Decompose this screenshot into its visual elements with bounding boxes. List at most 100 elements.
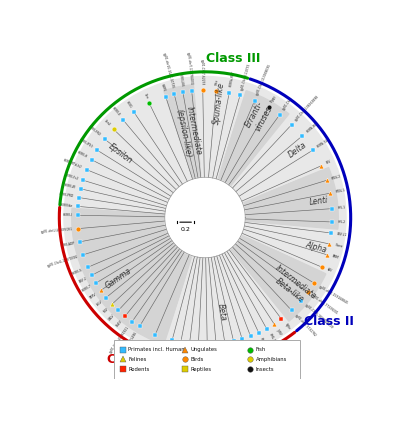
Text: HML-3: HML-3 (242, 344, 248, 354)
Text: HERV-PRD: HERV-PRD (59, 192, 74, 199)
Text: HERN-74: HERN-74 (316, 139, 330, 149)
Text: HERV-RTVLh2: HERV-RTVLh2 (63, 159, 83, 170)
Text: gg01-Chr20-10735: gg01-Chr20-10735 (240, 62, 251, 90)
Text: gg01-chr7-5732782: gg01-chr7-5732782 (294, 313, 317, 338)
Text: Xen: Xen (142, 92, 149, 99)
Wedge shape (164, 85, 202, 179)
Text: BaEV: BaEV (115, 319, 123, 328)
Text: Erranti-
viruses: Erranti- viruses (244, 99, 274, 133)
Text: HERV.L66: HERV.L66 (178, 73, 184, 87)
Text: ALV: ALV (326, 268, 333, 273)
Text: HERV-H: HERV-H (76, 150, 88, 159)
Text: 0.2: 0.2 (181, 226, 190, 232)
Circle shape (64, 77, 346, 358)
Wedge shape (196, 84, 244, 179)
Text: Spuma-like: Spuma-like (212, 82, 226, 125)
Text: gg01-Chr4-138963898: gg01-Chr4-138963898 (294, 94, 320, 122)
Text: gg01-chrU-49895081: gg01-chrU-49895081 (40, 227, 73, 234)
Text: gg01-Chr5-113938095: gg01-Chr5-113938095 (255, 63, 272, 96)
Text: HTLV-1: HTLV-1 (335, 188, 346, 194)
Text: HTLV-2: HTLV-2 (331, 174, 342, 181)
Text: gg01-ChrU-12970392: gg01-ChrU-12970392 (46, 254, 79, 268)
Text: HERVlike: HERVlike (60, 203, 73, 208)
Text: Dr-Tyr2: Dr-Tyr2 (251, 341, 258, 352)
Text: HIV-2: HIV-2 (338, 220, 346, 225)
Text: HERV-S: HERV-S (72, 268, 84, 276)
Text: ERV-L1: ERV-L1 (336, 232, 347, 237)
Circle shape (165, 177, 245, 258)
Text: Class I: Class I (107, 354, 152, 366)
Text: EMM: EMM (331, 254, 339, 260)
Text: HERV-Fc2: HERV-Fc2 (64, 173, 79, 181)
Text: Visna: Visna (334, 243, 343, 249)
Text: HERN-80: HERN-80 (305, 122, 318, 134)
Text: gg01-Chr6-43481921: gg01-Chr6-43481921 (109, 325, 130, 354)
Text: HERV-ADP: HERV-ADP (60, 241, 75, 248)
Text: gg01-Chr10-41715496: gg01-Chr10-41715496 (117, 330, 138, 361)
Text: Rodents: Rodents (128, 367, 150, 372)
Wedge shape (242, 222, 338, 272)
Text: HE81: HE81 (125, 100, 132, 109)
Text: PyEn: PyEn (283, 322, 291, 330)
Text: Delta: Delta (287, 140, 309, 160)
Text: HHML: HHML (186, 349, 191, 358)
Text: HERV-FRD: HERV-FRD (88, 125, 102, 137)
Text: HIV-1: HIV-1 (337, 206, 346, 210)
Text: MLV: MLV (102, 307, 109, 313)
Text: ERV-2: ERV-2 (78, 276, 88, 284)
Wedge shape (166, 249, 287, 351)
Text: HERV-IP10: HERV-IP10 (78, 137, 94, 149)
Text: Intermediate
(epsilon-like): Intermediate (epsilon-like) (174, 106, 203, 159)
Text: BLV: BLV (325, 159, 332, 165)
Text: Fish: Fish (256, 347, 266, 352)
FancyBboxPatch shape (114, 340, 300, 379)
Text: Amphibians: Amphibians (256, 357, 287, 361)
Text: gg01-chr7-159168845: gg01-chr7-159168845 (318, 284, 349, 305)
Text: JSRV: JSRV (276, 328, 283, 335)
Wedge shape (72, 208, 192, 344)
Text: PERV: PERV (89, 292, 98, 299)
Text: Birds: Birds (190, 357, 204, 361)
Wedge shape (231, 115, 328, 202)
Text: Primates incl. Human: Primates incl. Human (128, 347, 185, 352)
Text: HML-4: HML-4 (259, 337, 267, 347)
Text: gg01-Chr2: gg01-Chr2 (145, 339, 155, 355)
Wedge shape (230, 234, 326, 321)
Text: HSRV: HSRV (160, 83, 166, 92)
Text: Tiggy: Tiggy (270, 95, 277, 104)
Text: HERVa-RC7: HERVa-RC7 (228, 71, 236, 88)
Text: Insects: Insects (256, 367, 274, 372)
Text: Class III: Class III (206, 52, 260, 65)
Text: Ungulates: Ungulates (190, 347, 217, 352)
Text: HERV-3: HERV-3 (233, 346, 239, 358)
Text: Alpha: Alpha (304, 240, 328, 254)
Text: HML-5: HML-5 (268, 333, 276, 343)
Text: HERV-7: HERV-7 (81, 284, 92, 293)
Text: Mex: Mex (214, 79, 219, 85)
Text: Beta: Beta (216, 303, 228, 322)
Text: HERV-I: HERV-I (62, 213, 72, 217)
Text: Epsilon: Epsilon (107, 142, 134, 166)
Text: HERV-K: HERV-K (176, 347, 182, 359)
Text: MMTV-1: MMTV-1 (205, 350, 210, 362)
Text: gg01-Chr1: gg01-Chr1 (281, 96, 294, 111)
Text: Felines: Felines (128, 357, 147, 361)
Text: SMRV-1: SMRV-1 (224, 348, 230, 360)
Text: Xen2: Xen2 (103, 119, 111, 127)
Text: Gamma: Gamma (104, 266, 134, 290)
Wedge shape (242, 167, 338, 229)
Text: gg01-Chr7-62233: gg01-Chr7-62233 (200, 58, 205, 85)
Wedge shape (72, 91, 192, 214)
Text: HERV-E: HERV-E (111, 106, 121, 117)
Text: FeLV: FeLV (96, 299, 103, 307)
Text: Dr-Tyr: Dr-Tyr (166, 345, 172, 354)
Text: MMTV: MMTV (214, 350, 219, 358)
Text: Class II: Class II (304, 315, 354, 328)
Text: Intermediate
Beta-like: Intermediate Beta-like (268, 263, 318, 309)
Text: gg01-chr10-10AC-10735: gg01-chr10-10AC-10735 (162, 52, 175, 89)
Text: Reptiles: Reptiles (190, 367, 212, 372)
Text: gg01-chr4-77339201: gg01-chr4-77339201 (311, 294, 339, 316)
Text: Lenti: Lenti (308, 196, 329, 207)
Wedge shape (218, 91, 289, 186)
Text: gg01-ChrU-1830048909: gg01-ChrU-1830048909 (304, 303, 334, 330)
